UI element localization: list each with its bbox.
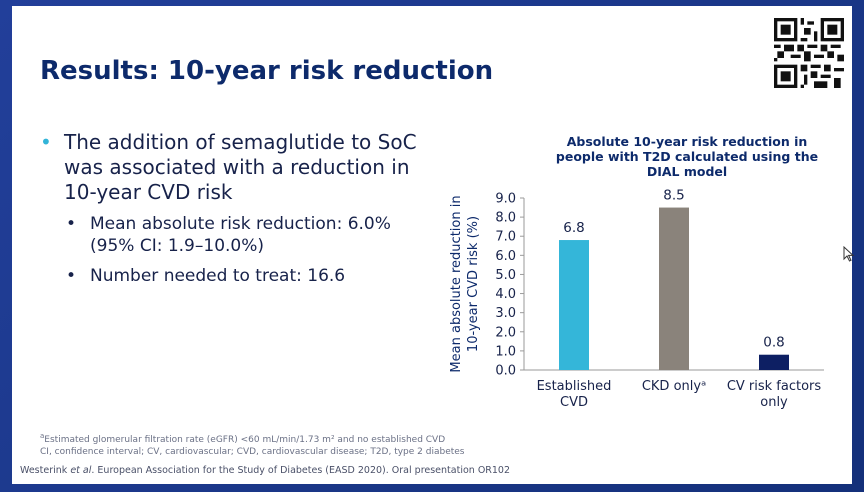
footnote-line-1-text: Estimated glomerular filtration rate (eG… [44,435,446,445]
y-tick-label: 3.0 [495,306,516,321]
chart-title-line: Absolute 10-year risk reduction in [567,134,808,149]
bullet-main: • The addition of semaglutide to SoC was… [40,130,420,205]
chart-title-line: DIAL model [647,164,727,179]
bar-1 [559,240,589,370]
reference-rest: . European Association for the Study of … [91,465,511,476]
x-category-label: Established [537,379,612,394]
chart-title-line: people with T2D calculated using the [556,149,818,164]
footnote-line-1: aEstimated glomerular filtration rate (e… [40,430,600,446]
sub-bullet-list: • Mean absolute risk reduction: 6.0% (95… [66,213,420,287]
sub-bullet-dot-icon: • [66,266,77,286]
y-tick-label: 8.0 [495,211,516,226]
y-axis-label-line: 10-year CVD risk (%) [466,216,481,352]
footnote-marker: a [40,432,45,440]
reference-author: Westerink [20,465,68,476]
bar-value-label: 8.5 [663,188,684,204]
sub-bullet-1: • Mean absolute risk reduction: 6.0% (95… [66,213,420,257]
y-tick-label: 5.0 [495,268,516,283]
y-tick-label: 9.0 [495,192,516,207]
sub-bullet-2-text: Number needed to treat: 16.6 [90,266,346,286]
bar-2 [659,207,689,370]
bar-3 [759,354,789,370]
slide-title: Results: 10-year risk reduction [40,56,494,86]
y-tick-label: 2.0 [495,325,516,340]
y-tick-label: 7.0 [495,230,516,245]
y-tick-label: 6.0 [495,249,516,264]
y-tick-label: 1.0 [495,344,516,359]
x-category-label: only [760,395,788,410]
footnote-line-2: CI, confidence interval; CV, cardiovascu… [40,447,465,457]
footnote: aEstimated glomerular filtration rate (e… [40,430,600,458]
sub-bullet-2: • Number needed to treat: 16.6 [66,265,420,287]
bullet-dot-icon: • [40,130,52,154]
reference-etal: et al [70,465,92,476]
bar-value-label: 0.8 [763,335,784,351]
x-category-label: CVD [560,395,588,410]
bullet-main-text: The addition of semaglutide to SoC was a… [64,130,417,204]
sub-bullet-1-text: Mean absolute risk reduction: 6.0% (95% … [90,214,391,256]
x-category-label: CV risk factors [727,379,822,394]
y-axis-label-line: Mean absolute reduction in [449,195,464,372]
mouse-cursor-icon [843,246,855,262]
x-category-label: CKD onlyᵃ [642,379,706,394]
reference: Westerink et al. European Association fo… [20,465,510,476]
qr-code-icon [774,18,844,88]
sub-bullet-dot-icon: • [66,214,77,234]
bar-chart: Absolute 10-year risk reduction inpeople… [449,134,824,410]
bullet-list: • The addition of semaglutide to SoC was… [40,130,420,295]
slide: Results: 10-year risk reduction • The ad… [12,6,852,484]
bar-value-label: 6.8 [563,220,584,236]
y-tick-label: 4.0 [495,287,516,302]
y-tick-label: 0.0 [495,364,516,379]
